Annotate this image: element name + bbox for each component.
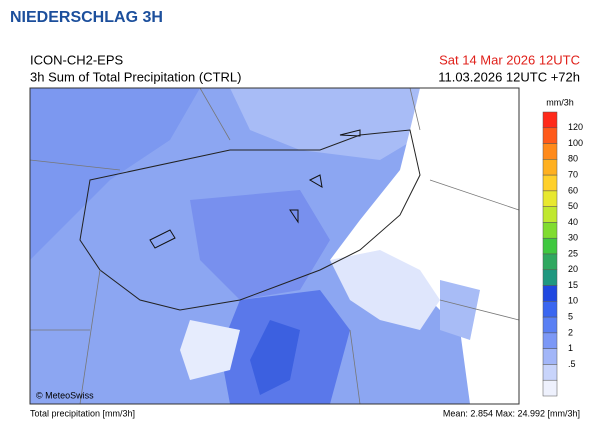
legend-label: .5 — [568, 359, 576, 369]
footer-right: Mean: 2.854 Max: 24.992 [mm/3h] — [443, 408, 580, 418]
precip-field — [180, 320, 240, 380]
product-name: 3h Sum of Total Precipitation (CTRL) — [30, 69, 241, 84]
page-title: NIEDERSCHLAG 3H — [10, 9, 163, 26]
border — [79, 129, 421, 311]
legend-label: 1 — [568, 343, 573, 353]
legend-swatch — [542, 206, 558, 223]
legend-label: 120 — [568, 122, 583, 132]
legend-unit: mm/3h — [546, 97, 574, 107]
legend-label: 80 — [568, 154, 578, 164]
legend-swatch — [542, 348, 558, 365]
legend-swatch — [542, 285, 558, 302]
precip-field — [440, 280, 480, 340]
legend-label: 15 — [568, 280, 578, 290]
model-name: ICON-CH2-EPS — [30, 52, 124, 67]
footer-left: Total precipitation [mm/3h] — [30, 408, 135, 418]
legend-swatch — [542, 174, 558, 192]
legend-swatch — [542, 316, 558, 334]
run-time: 11.03.2026 12UTC +72h — [438, 69, 580, 84]
legend-swatch — [542, 301, 558, 318]
legend-label: 60 — [568, 185, 578, 195]
legend: 120 100 80 70 60 50 40 30 25 20 15 10 5 2 1 .5 — [542, 111, 583, 397]
precip-field — [330, 250, 440, 330]
legend-label: 10 — [568, 296, 578, 306]
legend-swatch — [542, 237, 558, 255]
legend-label: 50 — [568, 201, 578, 211]
credit: © MeteoSwiss — [36, 390, 94, 400]
legend-label: 25 — [568, 248, 578, 258]
legend-label: 2 — [568, 327, 573, 337]
map: © MeteoSwiss — [29, 87, 520, 405]
valid-time: Sat 14 Mar 2026 12UTC — [439, 52, 580, 67]
legend-label: 5 — [568, 311, 573, 321]
lake — [149, 129, 361, 249]
legend-label: 20 — [568, 264, 578, 274]
legend-swatch — [542, 190, 558, 207]
legend-label: 100 — [568, 138, 583, 148]
precip-field — [250, 320, 300, 395]
precip-field — [230, 88, 430, 160]
legend-swatch — [542, 379, 558, 397]
legend-swatch — [542, 332, 558, 349]
precip-field — [30, 88, 200, 260]
legend-label: 70 — [568, 169, 578, 179]
legend-label: 40 — [568, 217, 578, 227]
legend-swatch — [542, 127, 558, 144]
legend-swatch — [542, 111, 558, 129]
legend-swatch — [542, 222, 558, 239]
legend-swatch — [542, 269, 558, 286]
map-frame — [29, 87, 520, 405]
legend-swatch — [542, 143, 558, 160]
legend-swatch — [542, 253, 558, 271]
border — [30, 88, 519, 404]
legend-label: 30 — [568, 233, 578, 243]
legend-swatch — [542, 364, 558, 381]
legend-swatch — [542, 159, 558, 176]
